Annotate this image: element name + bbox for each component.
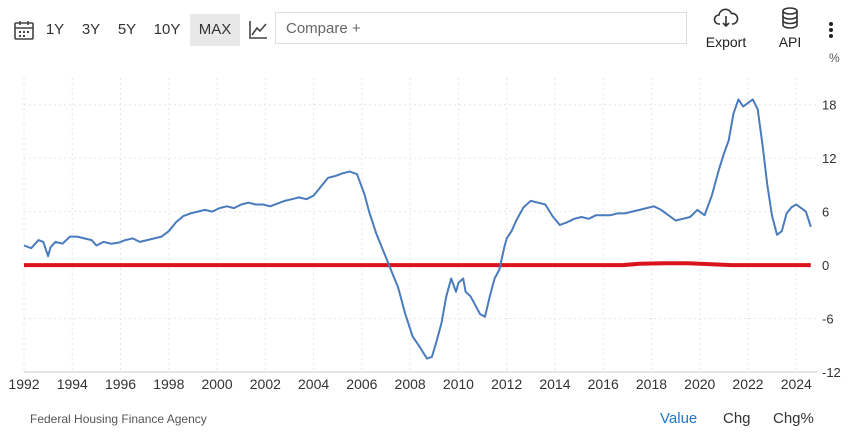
series-line-blue	[23, 98, 812, 360]
export-button[interactable]: Export	[701, 6, 751, 50]
y-unit-label: %	[829, 51, 840, 65]
x-tick-label: 2020	[684, 376, 715, 392]
x-tick-label: 1992	[8, 376, 39, 392]
x-tick-label: 2014	[539, 376, 570, 392]
x-tick-label: 2004	[298, 376, 329, 392]
x-tick-label: 2018	[636, 376, 667, 392]
more-vertical-icon[interactable]	[826, 18, 836, 42]
x-tick-label: 2016	[588, 376, 619, 392]
cloud-download-icon	[713, 8, 739, 28]
x-tick-label: 2012	[491, 376, 522, 392]
api-button[interactable]: API	[770, 6, 810, 50]
value-tab[interactable]: Value	[660, 410, 698, 427]
chg-pct-tab[interactable]: Chg%	[773, 410, 814, 427]
calendar-icon	[14, 21, 34, 40]
range-3y-button[interactable]: 3Y	[81, 21, 101, 38]
range-max-button[interactable]: MAX	[190, 14, 240, 46]
database-icon	[782, 7, 798, 29]
compare-input[interactable]	[275, 12, 687, 44]
chg-tab[interactable]: Chg	[723, 410, 751, 427]
x-tick-label: 2002	[250, 376, 281, 392]
x-tick-label: 1994	[57, 376, 88, 392]
y-tick-label: -12	[822, 365, 841, 380]
x-tick-label: 2006	[346, 376, 377, 392]
x-tick-label: 2008	[395, 376, 426, 392]
x-tick-label: 1998	[153, 376, 184, 392]
source-label: Federal Housing Finance Agency	[30, 412, 207, 426]
y-tick-label: -6	[822, 312, 834, 327]
calendar-button[interactable]	[8, 14, 40, 46]
x-tick-label: 2024	[781, 376, 812, 392]
y-tick-label: 12	[822, 151, 836, 166]
x-tick-label: 2022	[732, 376, 763, 392]
range-1y-button[interactable]: 1Y	[45, 21, 65, 38]
range-10y-button[interactable]: 10Y	[153, 21, 181, 38]
line-chart-icon	[249, 21, 267, 39]
y-tick-label: 0	[822, 258, 829, 273]
range-5y-button[interactable]: 5Y	[117, 21, 137, 38]
chart-type-button[interactable]	[243, 14, 273, 46]
chart-toolbar: 1Y 3Y 5Y 10Y MAX Export API	[0, 0, 854, 50]
y-tick-label: 18	[822, 98, 836, 113]
api-label: API	[778, 34, 802, 50]
x-tick-label: 2010	[443, 376, 474, 392]
y-tick-label: 6	[822, 205, 829, 220]
x-tick-label: 2000	[201, 376, 232, 392]
x-tick-label: 1996	[105, 376, 136, 392]
export-label: Export	[705, 34, 747, 50]
series-line-red	[24, 261, 811, 268]
